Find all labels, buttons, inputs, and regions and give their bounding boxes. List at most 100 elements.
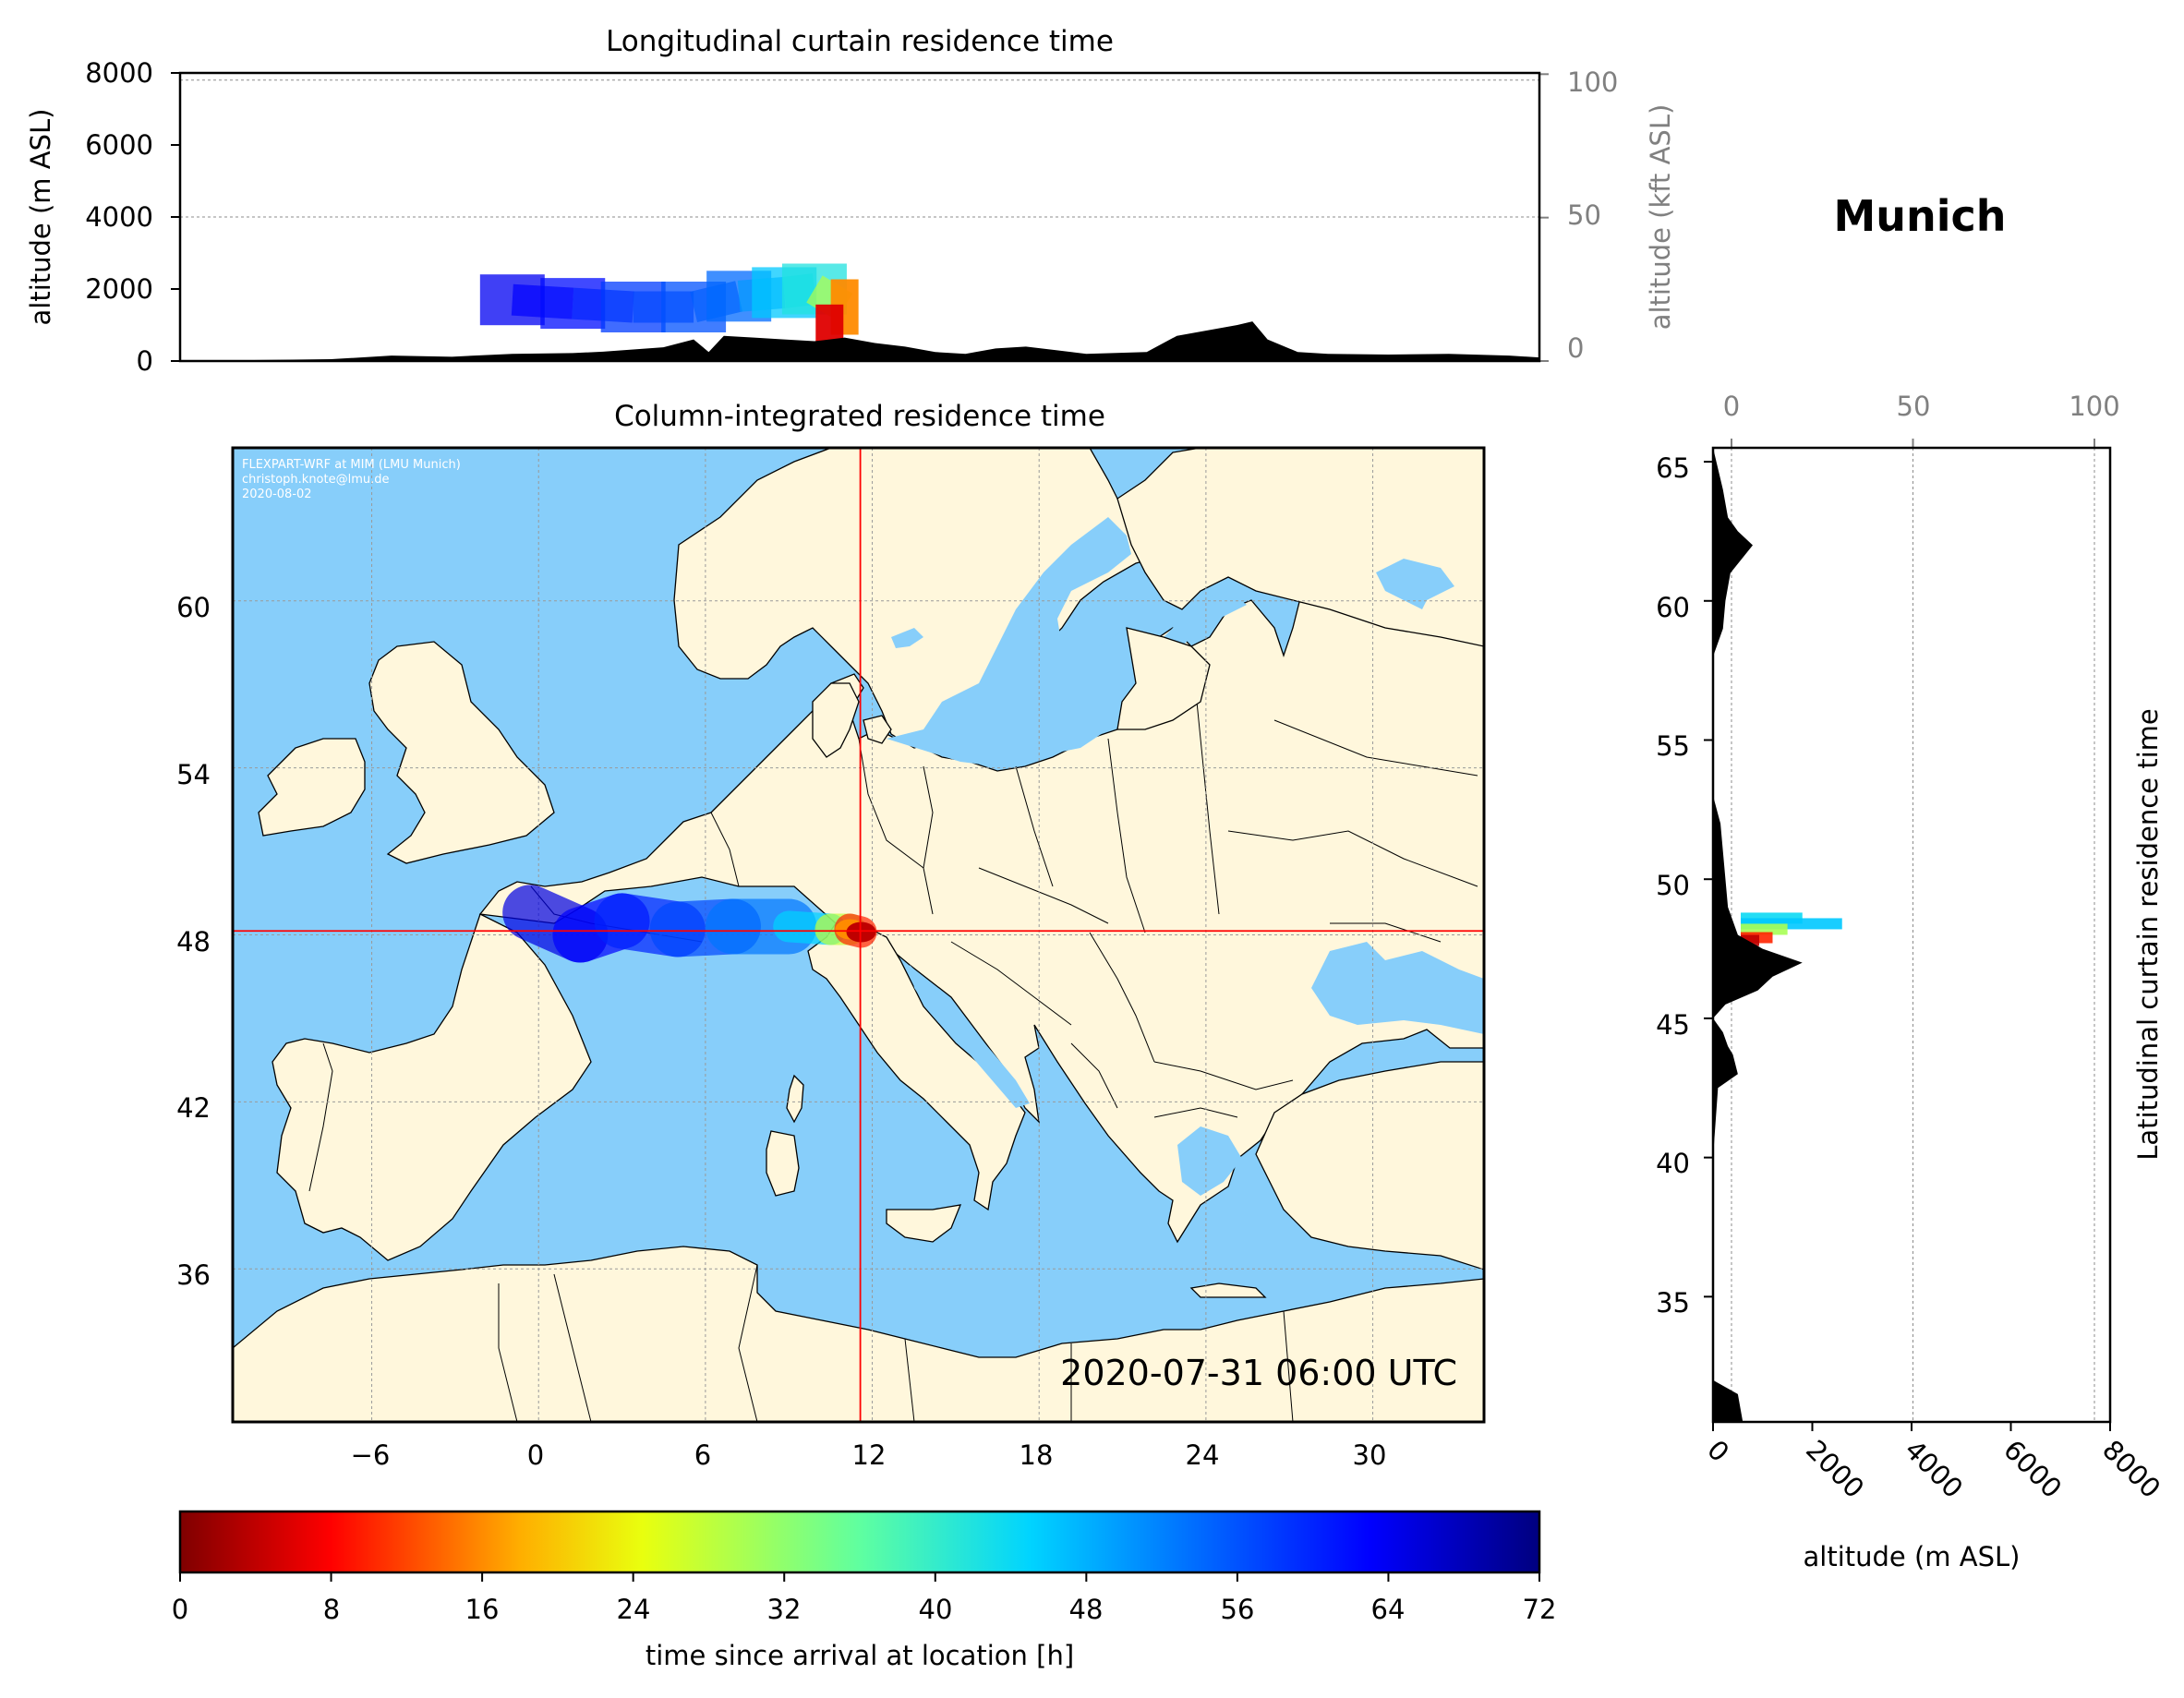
- long-ytick-2: 4000: [85, 201, 153, 233]
- longitudinal-title: Longitudinal curtain residence time: [606, 25, 1114, 58]
- sea-baltic: [887, 517, 1247, 766]
- map-xtick-0: −6: [351, 1439, 391, 1471]
- lat-ytick-5: 60: [1656, 592, 1690, 623]
- longitudinal-plume: [479, 263, 859, 360]
- longitudinal-frame: [178, 71, 1541, 363]
- long-ytick-3: 6000: [85, 129, 153, 161]
- longitudinal-ylabel: altitude (m ASL): [25, 109, 56, 326]
- lat-ytick-4: 55: [1656, 730, 1690, 762]
- latitudinal-gridlines: [1704, 439, 2111, 1431]
- sea-aegean: [1177, 1126, 1242, 1196]
- land-britain: [368, 641, 555, 864]
- lat-ytick-3: 50: [1656, 870, 1690, 901]
- sea-black: [1311, 942, 1484, 1034]
- longitudinal-panel: Longitudinal curtain residence time 0 20…: [25, 25, 1676, 377]
- cbar-label-8: 64: [1371, 1594, 1406, 1625]
- lat-plume-cell-2: [1741, 923, 1788, 935]
- cbar-label-0: 0: [172, 1594, 188, 1625]
- land-sardinia: [766, 1130, 800, 1197]
- long-ytick-4: 8000: [85, 57, 153, 89]
- lake-vanern: [891, 628, 923, 648]
- land-denmark: [812, 682, 860, 758]
- long-ytick-1: 2000: [85, 273, 153, 305]
- map-x-ticks: −6 0 6 12 18 24 30: [351, 1439, 1387, 1471]
- latitudinal-y-ticks: 35 40 45 50 55 60 65: [1656, 452, 1690, 1319]
- latitudinal-terrain: [1713, 448, 1803, 1422]
- station-title: Munich: [1833, 191, 2006, 241]
- land-sicily: [886, 1204, 962, 1243]
- land-ireland: [258, 738, 366, 837]
- land-corsica: [786, 1074, 804, 1124]
- cbar-label-7: 56: [1221, 1594, 1255, 1625]
- latitudinal-title: Latitudinal curtain residence time: [2132, 708, 2164, 1161]
- map-title: Column-integrated residence time: [614, 400, 1105, 433]
- land-italy: [807, 922, 1026, 1211]
- latitudinal-top-ticks: 0 50 100: [1723, 391, 2120, 422]
- credit-line-1: christoph.knote@lmu.de: [242, 473, 390, 487]
- map-plume-core-8: [846, 921, 876, 943]
- colorbar-ticks: [179, 1572, 1540, 1582]
- lake-ladoga: [1376, 559, 1454, 609]
- cbar-label-2: 16: [465, 1594, 500, 1625]
- credit-line-2: 2020-08-02: [242, 488, 312, 501]
- map-crosshair: [233, 448, 1484, 1422]
- lat-xtick-1: 2000: [1800, 1434, 1870, 1504]
- long-ytick-0: 0: [137, 345, 153, 377]
- latitudinal-xlabel: altitude (m ASL): [1804, 1541, 2021, 1572]
- long-rtick-0: 0: [1567, 332, 1584, 364]
- cbar-label-9: 72: [1523, 1594, 1557, 1625]
- lat-toptick-2: 100: [2069, 391, 2119, 422]
- map-panel: Column-integrated residence time: [176, 400, 1486, 1471]
- lat-ytick-0: 35: [1656, 1287, 1690, 1319]
- map-xtick-3: 12: [852, 1439, 887, 1471]
- map-xtick-2: 6: [694, 1439, 711, 1471]
- land-africa: [233, 1246, 1484, 1422]
- land-iberia: [271, 913, 592, 1261]
- map-ytick-0: 36: [176, 1259, 211, 1291]
- land-baltics: [1116, 627, 1211, 730]
- cbar-label-4: 32: [767, 1594, 802, 1625]
- map-ytick-2: 48: [176, 926, 211, 957]
- land-zealand: [863, 715, 892, 744]
- cbar-label-6: 48: [1069, 1594, 1104, 1625]
- lat-xtick-4: 8000: [2096, 1434, 2166, 1504]
- latitudinal-x-ticks: 0 2000 4000 6000 8000: [1701, 1434, 2166, 1504]
- longitudinal-y-ticks: 0 2000 4000 6000 8000: [85, 57, 153, 377]
- lat-xtick-2: 4000: [1899, 1434, 1969, 1504]
- long-rtick-1: 50: [1567, 199, 1601, 231]
- timestamp: 2020-07-31 06:00 UTC: [1060, 1353, 1457, 1393]
- map-xtick-6: 30: [1353, 1439, 1387, 1471]
- map-y-ticks: 36 42 48 54 60: [176, 592, 211, 1291]
- cbar-label-5: 40: [919, 1594, 953, 1625]
- latitudinal-plume: [1741, 912, 1842, 946]
- cbar-label-3: 24: [617, 1594, 651, 1625]
- map-xtick-1: 0: [527, 1439, 544, 1471]
- credit-line-0: FLEXPART-WRF at MIM (LMU Munich): [242, 458, 461, 472]
- map-ytick-1: 42: [176, 1092, 211, 1124]
- latitudinal-panel: 0 50 100 35 40 45 50 55 60 65 0 2000 400…: [1656, 391, 2166, 1572]
- land-anatolia: [1255, 1061, 1484, 1270]
- longitudinal-ylabel-right: altitude (kft ASL): [1645, 104, 1676, 331]
- longitudinal-terrain: [180, 321, 1539, 361]
- colorbar-label: time since arrival at location [h]: [646, 1640, 1074, 1671]
- lat-ytick-2: 45: [1656, 1009, 1690, 1041]
- lat-ytick-6: 65: [1656, 452, 1690, 484]
- map-gridlines: [233, 448, 1484, 1422]
- map-area: FLEXPART-WRF at MIM (LMU Munich) christo…: [233, 448, 1484, 1422]
- lat-xtick-0: 0: [1701, 1434, 1735, 1468]
- colorbar-tick-labels: 0 8 16 24 32 40 48 56 64 72: [172, 1594, 1557, 1625]
- map-xtick-5: 24: [1186, 1439, 1220, 1471]
- colorbar-gradient: [178, 1510, 1541, 1574]
- map-plume: [502, 885, 877, 963]
- sea-adriatic: [910, 965, 1030, 1108]
- land-masses: [233, 448, 1484, 1422]
- lat-toptick-0: 0: [1723, 391, 1740, 422]
- longitudinal-background: [180, 73, 1539, 361]
- map-ytick-4: 60: [176, 592, 211, 623]
- land-crete: [1189, 1283, 1267, 1298]
- latitudinal-background: [1713, 448, 2110, 1422]
- map-xtick-4: 18: [1020, 1439, 1054, 1471]
- colorbar: 0 8 16 24 32 40 48 56 64 72 time since a…: [172, 1510, 1557, 1671]
- lat-xtick-3: 6000: [1997, 1434, 2068, 1504]
